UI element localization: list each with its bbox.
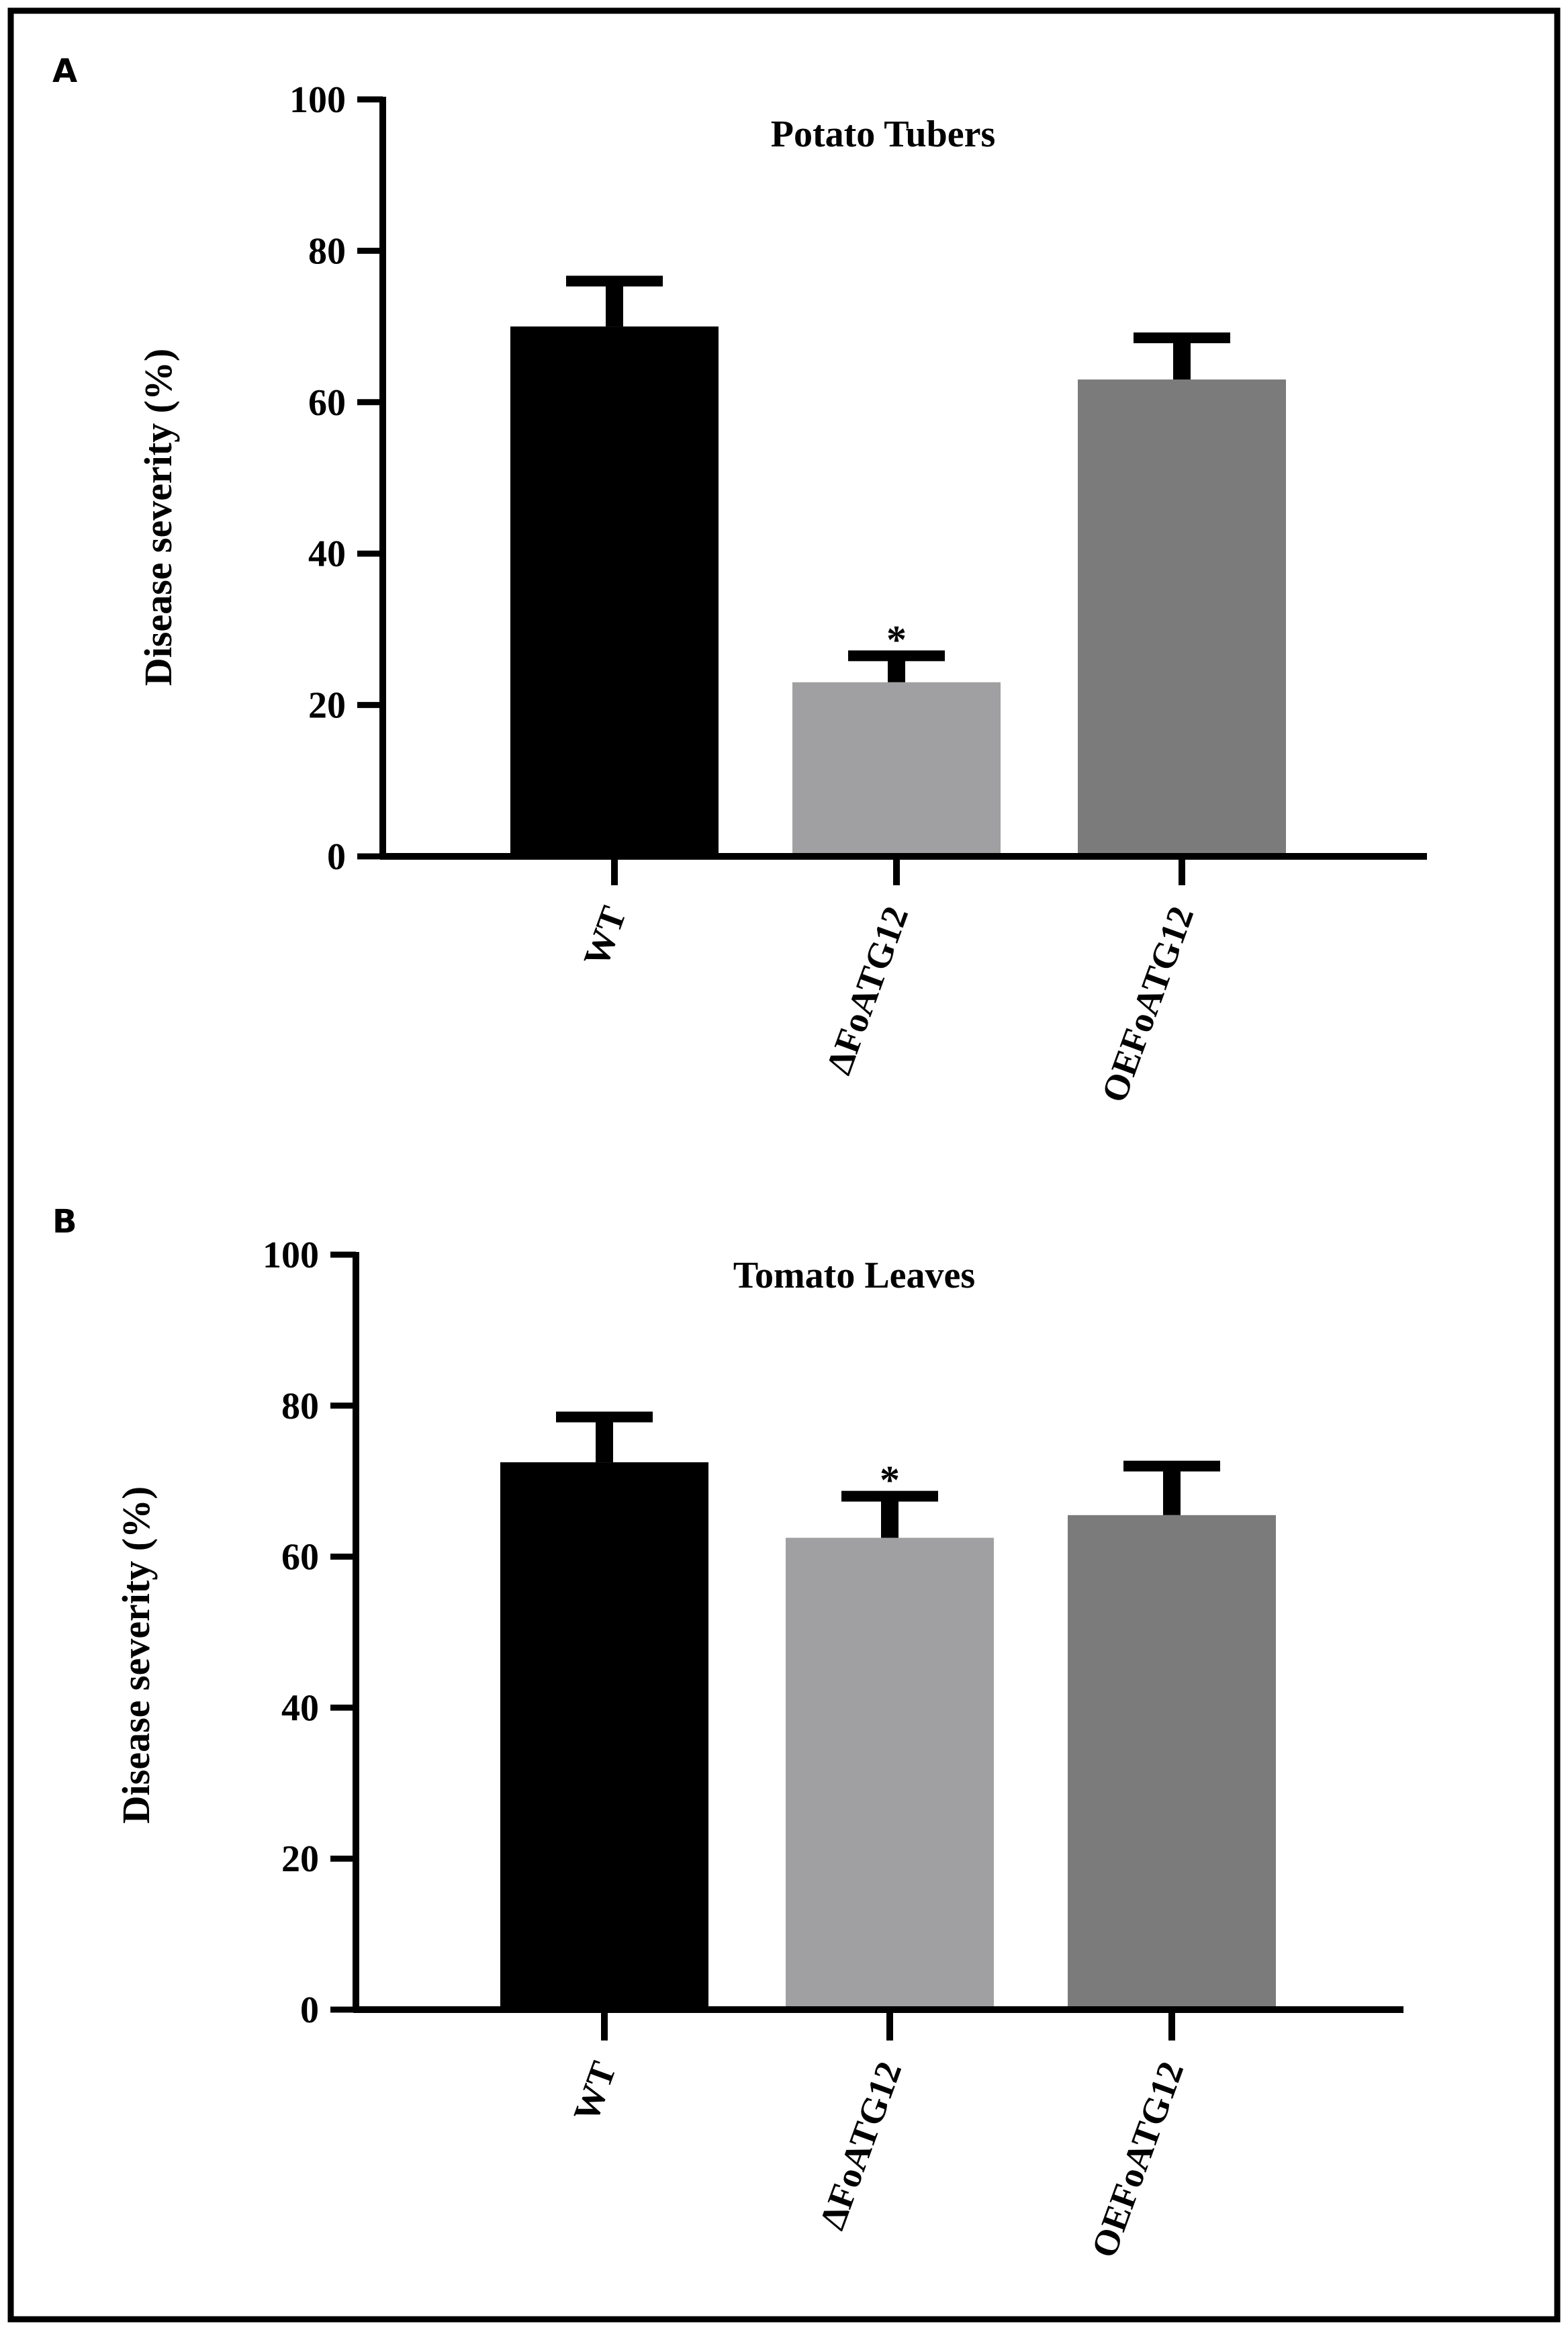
y-tick-label: 80 bbox=[308, 230, 346, 272]
axes bbox=[353, 1252, 1403, 2013]
chart-title: Potato Tubers bbox=[771, 114, 996, 155]
bar bbox=[500, 1462, 708, 2010]
significance-marker: * bbox=[886, 617, 907, 662]
y-tick-label: 0 bbox=[300, 1989, 319, 2031]
x-tick-label: WT bbox=[565, 2057, 624, 2127]
y-tick-label: 100 bbox=[289, 79, 346, 121]
x-tick-label: OEFoATG12 bbox=[1094, 901, 1202, 1108]
x-ticks: WT ΔFoATG12 OEFoATG12 bbox=[565, 2010, 1191, 2263]
x-tick-label: ΔFoATG12 bbox=[812, 2057, 910, 2235]
bar bbox=[1068, 1515, 1276, 2010]
y-tick-label: 40 bbox=[281, 1687, 319, 1729]
y-axis-label: Disease severity (%) bbox=[136, 349, 180, 686]
bar bbox=[1078, 379, 1286, 856]
y-ticks: 0 20 40 60 80 100 bbox=[263, 1235, 356, 2031]
y-axis-label: Disease severity (%) bbox=[114, 1486, 158, 1824]
bar bbox=[792, 682, 1001, 856]
y-tick-label: 0 bbox=[327, 836, 346, 878]
x-tick-label: OEFoATG12 bbox=[1084, 2057, 1192, 2263]
y-tick-label: 20 bbox=[308, 685, 346, 727]
axes bbox=[379, 97, 1427, 860]
y-tick-label: 20 bbox=[281, 1838, 319, 1880]
y-tick-label: 40 bbox=[308, 533, 346, 575]
panel-letter: B bbox=[52, 1203, 77, 1241]
panel-letter: A bbox=[52, 52, 77, 90]
x-tick-label: WT bbox=[575, 901, 634, 972]
bar bbox=[786, 1537, 994, 2010]
y-tick-label: 60 bbox=[281, 1537, 319, 1578]
figure-border bbox=[7, 7, 1561, 2323]
y-tick-label: 60 bbox=[308, 382, 346, 424]
panel-a: A Potato Tubers Disease severity (%) * 0… bbox=[52, 52, 1427, 1108]
panel-b: B Tomato Leaves Disease severity (%) * 0… bbox=[52, 1203, 1403, 2263]
significance-marker: * bbox=[880, 1458, 900, 1503]
y-ticks: 0 20 40 60 80 100 bbox=[289, 79, 383, 878]
bar-group: * bbox=[510, 275, 1286, 857]
bar-group: * bbox=[500, 1411, 1276, 2010]
y-tick-label: 100 bbox=[263, 1235, 319, 1276]
chart-title: Tomato Leaves bbox=[733, 1255, 975, 1296]
bar bbox=[510, 326, 719, 857]
x-ticks: WT ΔFoATG12 OEFoATG12 bbox=[575, 856, 1201, 1108]
x-tick-label: ΔFoATG12 bbox=[819, 901, 917, 1080]
y-tick-label: 80 bbox=[281, 1386, 319, 1427]
